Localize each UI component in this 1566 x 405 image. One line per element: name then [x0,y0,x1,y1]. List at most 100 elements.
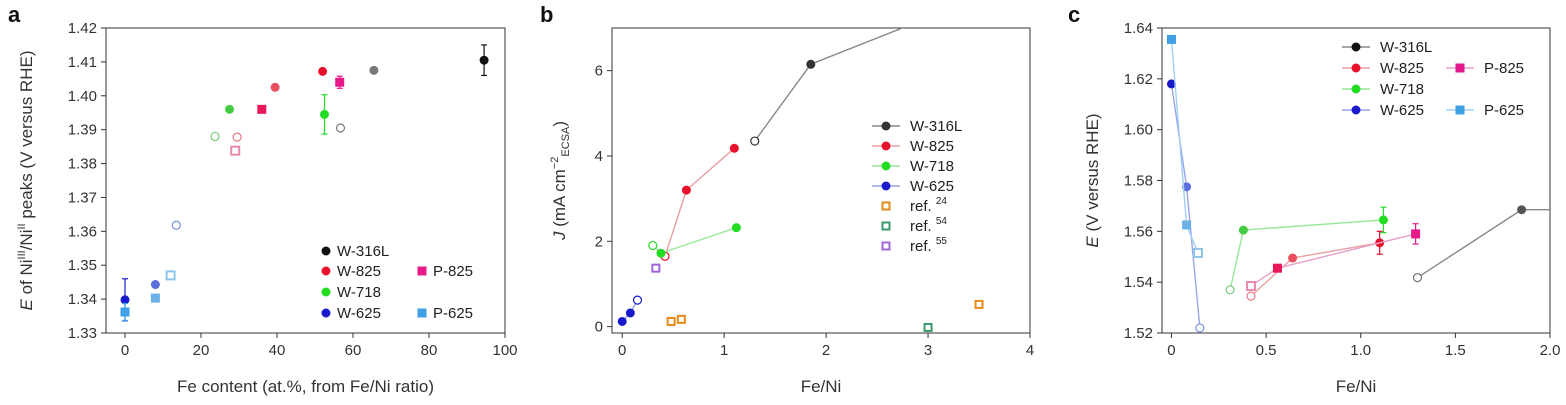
legend-label: ref. 24 [910,196,947,215]
y-tick-label: 1.52 [1124,325,1153,342]
data-point [150,280,160,290]
data-point [1411,229,1421,239]
legend-label: W-316L [337,243,389,260]
x-tick-label: 60 [345,342,362,359]
x-tick-label: 0 [121,342,129,359]
plot-frame [611,27,1031,334]
y-label-var: J [550,231,569,241]
plot-area [617,28,984,332]
data-point [923,322,933,332]
data-point [232,132,242,142]
legend-label: ref. 55 [910,236,947,255]
x-axis-label: Fe/Ni [801,377,842,396]
data-point [1238,225,1248,235]
y-tick-label: 6 [595,63,603,80]
legend-marker [321,246,331,256]
y-tick-label: 1.41 [68,54,97,71]
x-axis-label: Fe content (at.%, from Fe/Ni ratio) [177,377,434,396]
x-tick-label: 0 [1167,342,1175,359]
x-tick-label: 40 [269,342,286,359]
y-axis-label: E of NiIII/NiII peaks (V versus RHE) [16,51,36,311]
y-tick-label: 1.62 [1124,71,1153,88]
x-tick-label: 100 [492,342,517,359]
x-tick-label: 2 [822,342,830,359]
legend-label-text: W-316L [910,118,962,135]
legend-label: W-625 [1380,102,1424,119]
legend-label-text: ref. [910,238,936,255]
data-point [974,299,984,309]
y-label-part: /Ni [17,230,36,251]
legend-marker [1351,84,1361,94]
y-axis-label: E (V versus RHE) [1083,113,1102,247]
legend-label: W-625 [337,305,381,322]
y-label-var: E [17,299,36,311]
data-point [479,55,489,65]
legend-marker [1455,105,1465,115]
y-label-part: ) [550,121,569,127]
data-point [617,316,627,326]
legend-marker [1351,42,1361,52]
data-point [165,270,176,281]
legend-marker [881,121,891,131]
x-tick-label: 0.5 [1256,342,1277,359]
y-label-var: E [1083,236,1102,248]
legend-marker [321,308,331,318]
legend-label: P-825 [1484,60,1524,77]
legend-ref-sup: 24 [936,196,948,207]
y-tick-label: 1.64 [1124,20,1153,37]
x-tick-label: 2.0 [1540,342,1561,359]
data-point [1245,280,1256,291]
legend-label: P-625 [433,305,473,322]
legend-marker [417,308,427,318]
data-point [676,314,686,324]
data-point [651,263,661,273]
y-tick-label: 1.37 [68,189,97,206]
data-point [369,65,379,75]
data-point [257,104,267,114]
y-tick-label: 1.35 [68,257,97,274]
legend-label: W-718 [1380,81,1424,98]
legend-label: W-316L [910,118,962,135]
y-tick-label: 1.42 [68,20,97,37]
x-tick-label: 20 [193,342,210,359]
data-point [335,123,346,133]
y-label-sub: ECSA [560,126,572,157]
panel-label: b [540,2,553,27]
data-point [1192,247,1203,258]
data-point [1225,285,1235,295]
legend-marker [1455,63,1465,73]
legend-marker [1351,63,1361,73]
legend-label: W-825 [337,263,381,280]
data-point [210,131,220,142]
data-point [150,293,160,303]
panel-label: c [1068,2,1080,27]
data-point [120,307,130,317]
legend-label: W-625 [910,178,954,195]
y-tick-label: 1.60 [1124,122,1153,139]
y-tick-label: 1.54 [1124,274,1153,291]
y-tick-label: 1.40 [68,88,97,105]
data-point [750,136,760,146]
y-label-part: (V versus RHE) [1083,113,1102,236]
panel-label: a [8,2,21,27]
panel-c: 0 0.5 1.0 1.5 2.0 1.52 1.54 1.56 1.58 1.60 1.62 1.6… [1068,2,1560,396]
y-label-part: (mA cm [550,169,569,231]
data-point [656,248,666,258]
data-point [270,82,280,92]
x-tick-label: 1.0 [1350,342,1371,359]
legend-label: ref. 54 [910,216,947,235]
series-line [1417,209,1550,279]
data-point [1288,253,1298,263]
data-point [230,145,241,156]
data-point [1195,323,1205,333]
y-axis-label: J (mA cm−2ECSA) [549,121,572,241]
legend-label-text: ref. [910,218,936,235]
y-tick-label: 1.56 [1124,223,1153,240]
plot-area [1166,34,1550,333]
y-tick-label: 1.38 [68,156,97,173]
y-label-part: peaks (V versus RHE) [17,51,36,224]
data-point [1166,34,1176,44]
data-point [171,220,181,230]
